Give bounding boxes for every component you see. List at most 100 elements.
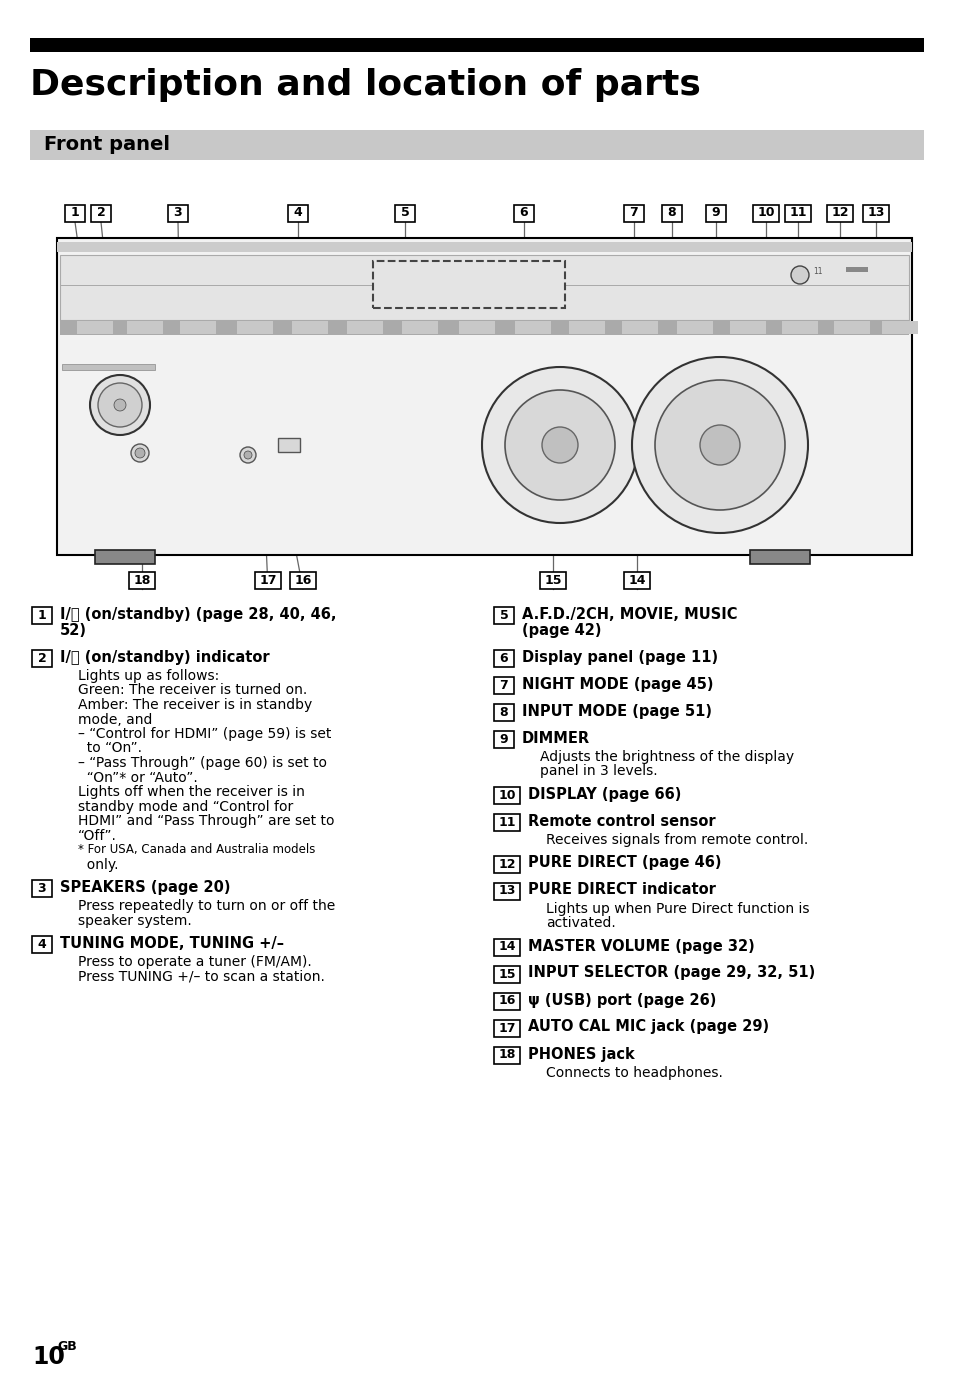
Bar [395,205,415,221]
Text: “Off”.: “Off”. [78,828,117,843]
Bar [57,242,911,253]
Text: 14: 14 [628,574,645,586]
Text: 3: 3 [173,206,182,220]
Text: TUNING MODE, TUNING +/–: TUNING MODE, TUNING +/– [60,936,284,951]
Text: 9: 9 [499,733,508,746]
Text: I/⏻ (on/standby) indicator: I/⏻ (on/standby) indicator [60,649,270,665]
Text: Front panel: Front panel [44,135,170,154]
Circle shape [504,390,615,500]
Text: PURE DIRECT (page 46): PURE DIRECT (page 46) [527,855,720,870]
Circle shape [90,375,150,435]
Text: 5: 5 [499,610,508,622]
Text: 5: 5 [400,206,409,220]
Text: 17: 17 [259,574,276,586]
Circle shape [244,450,252,459]
Text: Lights up as follows:: Lights up as follows: [78,669,219,682]
Text: 11: 11 [497,816,516,829]
Bar [62,364,154,369]
Bar [347,321,382,334]
Text: 16: 16 [294,574,312,586]
Text: GB: GB [57,1340,76,1352]
Text: 17: 17 [497,1022,516,1034]
Text: DIMMER: DIMMER [521,730,590,746]
Bar [127,321,163,334]
Text: 18: 18 [133,574,151,586]
Bar [661,205,681,221]
Bar [784,205,810,221]
Bar [623,571,649,589]
Text: 6: 6 [519,206,528,220]
Text: 15: 15 [543,574,561,586]
Circle shape [631,357,807,533]
Bar [254,571,281,589]
Bar [32,936,52,953]
Bar [288,205,308,221]
Text: 10: 10 [32,1346,65,1369]
Bar [129,571,154,589]
Bar [494,730,514,748]
Text: 14: 14 [497,941,516,953]
Text: 1: 1 [37,610,47,622]
Text: 3: 3 [38,881,47,895]
Bar [749,551,809,564]
Circle shape [541,427,578,463]
Bar [494,1046,519,1064]
Bar [862,205,888,221]
Bar [91,205,111,221]
Circle shape [700,426,740,465]
Bar [833,321,869,334]
Text: 1: 1 [71,206,79,220]
Text: 13: 13 [497,884,516,898]
Bar [30,130,923,161]
Text: 16: 16 [497,994,516,1008]
Circle shape [655,380,784,509]
Text: A.F.D./2CH, MOVIE, MUSIC: A.F.D./2CH, MOVIE, MUSIC [521,607,737,622]
Bar [292,321,328,334]
Bar [729,321,765,334]
Bar [781,321,817,334]
Text: 2: 2 [37,652,47,665]
Text: – “Pass Through” (page 60) is set to: – “Pass Through” (page 60) is set to [78,757,327,770]
Text: (page 42): (page 42) [521,623,601,638]
Bar [95,551,154,564]
Bar [494,1020,519,1037]
Text: 11: 11 [812,268,821,276]
Bar [32,880,52,897]
Bar [180,321,215,334]
Text: panel in 3 levels.: panel in 3 levels. [539,765,657,778]
Bar [677,321,712,334]
Bar [568,321,604,334]
Text: Connects to headphones.: Connects to headphones. [545,1065,722,1079]
Text: Display panel (page 11): Display panel (page 11) [521,649,718,665]
Bar [882,321,917,334]
Text: AUTO CAL MIC jack (page 29): AUTO CAL MIC jack (page 29) [527,1020,768,1034]
Text: 7: 7 [499,680,508,692]
Text: PURE DIRECT indicator: PURE DIRECT indicator [527,883,715,898]
Bar [32,607,52,623]
Text: ψ (USB) port (page 26): ψ (USB) port (page 26) [527,993,716,1008]
Text: * For USA, Canada and Australia models: * For USA, Canada and Australia models [78,843,315,855]
Text: 15: 15 [497,968,516,980]
Text: speaker system.: speaker system. [78,913,192,928]
Text: 4: 4 [37,938,47,951]
Bar [401,321,437,334]
Circle shape [113,400,126,411]
Bar [277,438,299,452]
Text: Remote control sensor: Remote control sensor [527,814,715,829]
Text: 10: 10 [497,789,516,802]
Text: INPUT MODE (page 51): INPUT MODE (page 51) [521,704,711,719]
Text: standby mode and “Control for: standby mode and “Control for [78,799,293,813]
Bar [494,965,519,983]
Bar [60,255,908,320]
Bar [494,814,519,831]
Text: 8: 8 [667,206,676,220]
Text: only.: only. [78,858,118,872]
Bar [705,205,725,221]
Text: 2: 2 [96,206,105,220]
Text: “On”* or “Auto”.: “On”* or “Auto”. [78,770,197,784]
Bar [494,607,514,623]
Text: 7: 7 [629,206,638,220]
Bar [494,677,514,693]
Bar [30,38,923,52]
Bar [514,205,534,221]
